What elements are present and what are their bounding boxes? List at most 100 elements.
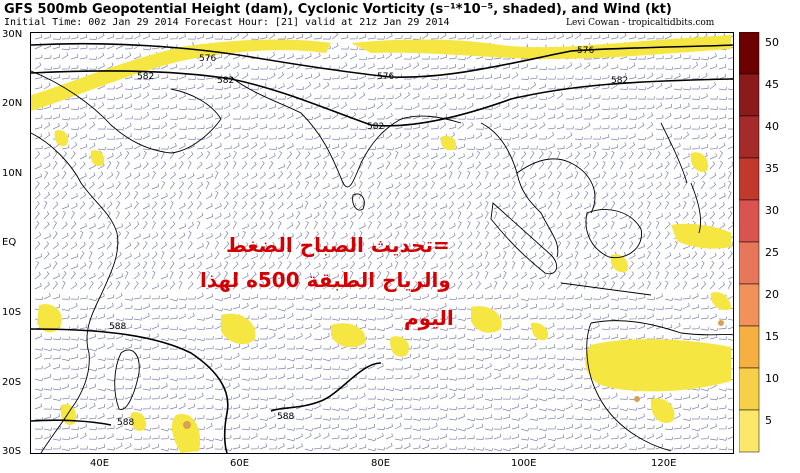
wind-barb — [448, 232, 456, 240]
wind-barb — [97, 305, 106, 310]
wind-barb — [421, 191, 428, 200]
wind-barb — [232, 210, 237, 220]
wind-barb — [259, 221, 266, 230]
wind-barb — [187, 296, 196, 300]
wind-barb — [412, 181, 418, 190]
wind-barb — [278, 35, 286, 40]
colorbar-box — [739, 367, 760, 411]
wind-barb — [376, 261, 383, 270]
wind-barb — [466, 93, 475, 100]
wind-barb — [259, 262, 267, 270]
wind-barb — [61, 46, 71, 51]
wind-barb — [178, 173, 187, 180]
wind-barb — [691, 261, 699, 270]
wind-barb — [61, 242, 69, 250]
wind-barb — [556, 145, 565, 150]
wind-barb — [664, 124, 673, 130]
wind-barb — [160, 448, 170, 452]
wind-barb — [484, 261, 490, 270]
wind-barb — [565, 343, 573, 350]
wind-barb — [655, 281, 662, 290]
wind-barb — [43, 387, 53, 391]
wind-barb — [691, 56, 701, 61]
wind-barb — [709, 211, 716, 220]
wind-barb — [619, 424, 628, 430]
wind-barb — [673, 425, 682, 430]
wind-barb — [223, 377, 233, 381]
wind-barb — [367, 396, 376, 400]
wind-barb — [232, 191, 239, 200]
wind-barb — [196, 426, 206, 430]
wind-barb — [358, 375, 367, 380]
wind-barb — [439, 393, 447, 400]
wind-barb — [160, 84, 169, 90]
wind-barb — [79, 396, 88, 400]
wind-barb — [277, 308, 287, 312]
wind-barb — [268, 375, 277, 380]
wind-barb — [574, 383, 583, 390]
wind-barb — [529, 116, 538, 120]
wind-barb — [673, 192, 681, 200]
wind-barb — [268, 385, 277, 390]
wind-barb — [88, 241, 94, 250]
wind-barb — [187, 363, 196, 370]
wind-barb — [538, 443, 546, 450]
wind-barb — [286, 212, 294, 220]
wind-barb — [502, 250, 507, 260]
wind-barb — [628, 233, 636, 240]
wind-barb — [232, 293, 241, 300]
wind-barb — [286, 261, 292, 270]
wind-barb — [520, 345, 529, 350]
wind-barb — [637, 74, 646, 80]
wind-barb — [565, 367, 575, 372]
wind-barb — [269, 315, 277, 320]
wind-barb — [340, 135, 349, 140]
wind-barb — [601, 170, 607, 180]
wind-barb — [709, 53, 717, 60]
wind-barb — [520, 113, 528, 120]
colorbar-boxes — [739, 32, 760, 453]
wind-barb — [412, 153, 420, 160]
wind-barb — [178, 106, 188, 111]
wind-barb — [295, 294, 304, 300]
wind-barb — [160, 122, 168, 130]
wind-barb — [529, 403, 537, 410]
wind-barb — [574, 403, 583, 410]
wind-barb — [475, 75, 484, 80]
wind-barb — [628, 162, 636, 170]
wind-barb — [88, 426, 98, 431]
wind-barb — [286, 53, 294, 60]
wind-barb — [565, 424, 574, 430]
wind-barb — [178, 134, 187, 140]
wind-barb — [502, 112, 510, 120]
wind-barb — [520, 412, 528, 420]
wind-barb — [619, 396, 629, 400]
wind-barb — [376, 296, 385, 300]
wind-barb — [556, 124, 565, 130]
wind-barb — [196, 392, 204, 400]
wind-barb — [88, 315, 97, 320]
wind-barb — [304, 92, 312, 100]
wind-barb — [376, 413, 384, 420]
wind-barb — [88, 45, 97, 50]
wind-barb — [574, 63, 582, 70]
wind-barb — [610, 200, 616, 210]
wind-barb — [124, 133, 132, 140]
wind-barb — [286, 303, 294, 310]
wind-barb — [457, 346, 467, 350]
wind-barb — [448, 85, 457, 90]
wind-barb — [439, 203, 448, 210]
wind-barb — [628, 95, 637, 100]
wind-barb — [97, 44, 106, 50]
wind-barb — [475, 436, 485, 440]
wind-barb — [358, 210, 364, 220]
wind-barb — [547, 344, 556, 350]
wind-barb — [277, 272, 285, 280]
wind-barb — [196, 190, 202, 200]
wind-barb — [286, 181, 293, 190]
wind-barb — [295, 332, 303, 340]
wind-barb — [241, 242, 249, 250]
colorbar-box — [739, 32, 760, 75]
wind-barb — [79, 423, 87, 430]
wind-barb — [331, 201, 338, 210]
